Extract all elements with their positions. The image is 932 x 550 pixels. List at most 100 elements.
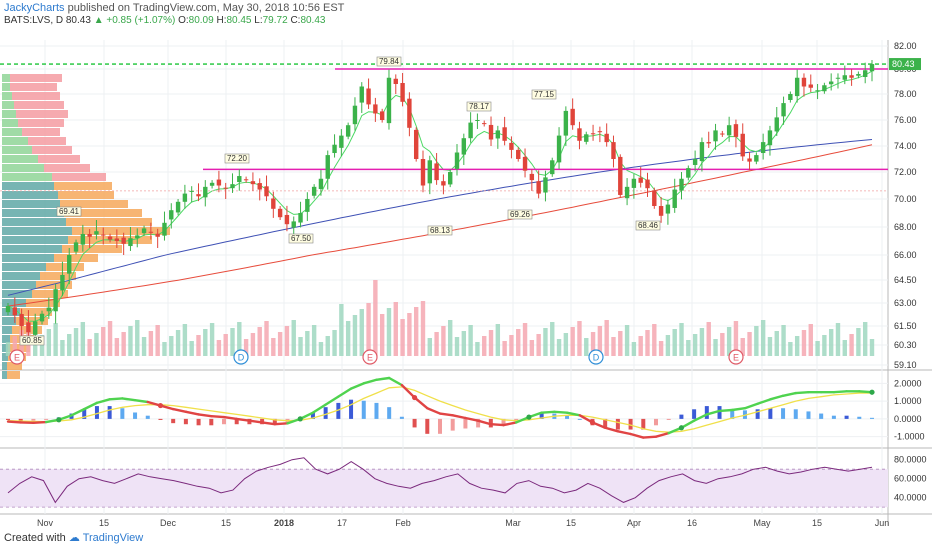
earnings-marker-icon: [728, 349, 744, 365]
volume-profile-down-bar: [64, 209, 142, 217]
volume-profile-down-bar: [32, 146, 72, 154]
volume-bar: [869, 339, 875, 356]
price-annotation-label: 69.41: [59, 207, 80, 216]
author-link[interactable]: JackyCharts: [4, 2, 65, 14]
candle-body: [5, 306, 11, 313]
volume-bar: [529, 340, 535, 356]
dividend-marker-icon: [588, 349, 604, 365]
price-tick-label: 74.00: [894, 141, 917, 151]
candle-body: [454, 152, 460, 169]
volume-bar: [665, 335, 671, 356]
low-value: 79.72: [262, 15, 288, 26]
event-marker-label: D: [238, 353, 245, 363]
volume-bar: [400, 319, 405, 356]
volume-bar: [87, 339, 92, 356]
candle-body: [502, 127, 507, 141]
macd-histogram-bar: [768, 408, 773, 419]
volume-bar: [856, 328, 861, 356]
price-annotation-label: 60.85: [22, 336, 43, 345]
volume-profile-up-bar: [2, 173, 52, 181]
volume-bar: [828, 329, 834, 356]
brand-label[interactable]: TradingView: [82, 532, 144, 544]
macd-histogram-bar: [730, 409, 735, 419]
candle-body: [448, 172, 453, 185]
macd-line-segment: [6, 420, 22, 424]
candle-body: [522, 156, 528, 171]
candle-body: [87, 234, 92, 237]
macd-line-segment: [654, 431, 670, 438]
candle-body: [427, 160, 432, 184]
candle-body: [869, 64, 875, 72]
volume-bar: [284, 326, 290, 356]
volume-bar: [842, 340, 847, 356]
rsi-tick-label: 80.0000: [894, 455, 927, 465]
price-annotation-box: [427, 225, 453, 236]
macd-line-segment: [197, 413, 213, 418]
volume-bar: [733, 321, 739, 356]
volume-bar: [488, 330, 494, 356]
volume-bar: [243, 339, 249, 356]
macd-histogram-bar: [272, 418, 277, 425]
volume-bar: [713, 339, 718, 356]
tradingview-logo-icon: ☁: [68, 532, 80, 544]
volume-profile-up-bar: [2, 155, 38, 163]
volume-bar: [121, 332, 126, 356]
volume-profile-up-bar: [2, 299, 26, 307]
price-annotation-label: 67.50: [291, 234, 312, 243]
price-annotation-box: [376, 56, 402, 67]
candle-body: [815, 90, 820, 92]
macd-cross-dot: [157, 402, 164, 409]
candle-body: [169, 210, 174, 220]
volume-bar: [692, 334, 698, 356]
low-label: L:: [254, 15, 263, 26]
macd-line-segment: [692, 413, 709, 422]
volume-bar: [509, 335, 514, 356]
volume-bar: [543, 328, 548, 356]
macd-histogram-bar: [209, 418, 214, 426]
volume-bar: [46, 329, 52, 356]
volume-bar: [386, 308, 392, 356]
volume-bar: [556, 339, 562, 356]
candle-body: [720, 133, 725, 135]
macd-histogram-bar: [476, 418, 481, 428]
rsi-tick-label: 60.0000: [894, 474, 927, 484]
volume-bar: [203, 329, 208, 356]
volume-profile-up-bar: [2, 272, 40, 280]
symbol-label[interactable]: BATS:LVS, D: [4, 15, 64, 26]
candle-body: [713, 130, 718, 142]
macd-line-segment: [260, 421, 277, 426]
volume-bar: [747, 332, 752, 356]
macd-line-segment: [362, 378, 378, 385]
macd-line-segment: [210, 415, 226, 419]
macd-histogram-bar: [145, 415, 150, 419]
volume-profile-up-bar: [2, 245, 62, 253]
macd-line-segment: [756, 398, 772, 405]
candle-body: [26, 322, 31, 333]
candle-body: [570, 108, 575, 126]
volume-bar: [618, 331, 623, 356]
volume-bar: [141, 337, 147, 356]
candle-body: [175, 201, 181, 213]
close-label: C:: [290, 15, 301, 26]
candle-body: [740, 133, 745, 157]
volume-profile-up-bar: [2, 110, 16, 118]
macd-cross-dot: [678, 425, 685, 431]
volume-profile-up-bar: [2, 209, 64, 217]
volume-bar: [604, 320, 609, 356]
price-annotation-label: 68.13: [430, 226, 451, 235]
candle-body: [182, 193, 188, 202]
price-tick-label: 72.00: [894, 167, 917, 177]
price-tick-label: 82.00: [894, 41, 917, 51]
candle-body: [665, 204, 671, 214]
candle-body: [434, 163, 439, 181]
price-annotation-label: 72.20: [227, 154, 248, 163]
candle-body: [94, 231, 99, 235]
candle-body: [747, 158, 752, 162]
candle-body: [311, 186, 317, 196]
macd-histogram-bar: [641, 418, 646, 430]
volume-bar: [325, 336, 330, 356]
macd-histogram-bar: [399, 416, 404, 419]
candle-body: [203, 186, 208, 198]
candle-body: [284, 214, 290, 225]
